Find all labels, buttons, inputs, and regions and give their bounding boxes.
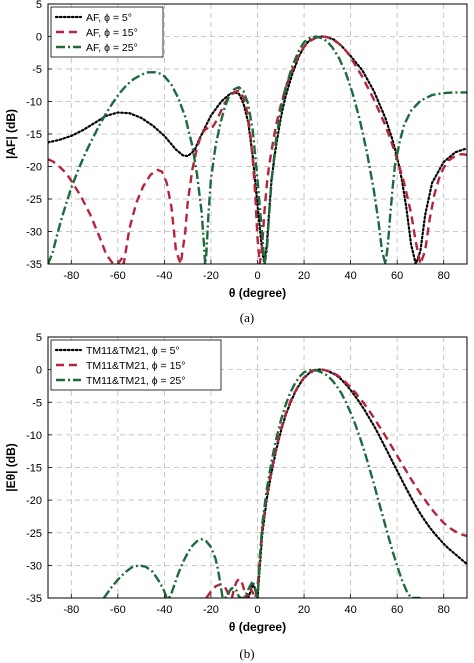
caption-a: (a) <box>240 310 254 325</box>
x-tick-label: 0 <box>254 604 260 616</box>
x-tick-label: 60 <box>391 270 403 282</box>
x-tick-label: 20 <box>298 270 310 282</box>
y-tick-label: -25 <box>26 194 42 206</box>
legend-label: AF, ϕ = 25° <box>86 42 138 54</box>
y-tick-label: -20 <box>26 162 42 174</box>
x-tick-label: -80 <box>63 270 79 282</box>
y-tick-label: -20 <box>26 495 42 507</box>
legend <box>50 339 222 391</box>
caption-b: (b) <box>239 646 254 661</box>
x-tick-label: -20 <box>203 604 219 616</box>
y-tick-label: 5 <box>36 332 42 344</box>
x-axis-label: θ (degree) <box>229 620 286 634</box>
series-line-dashed <box>205 368 467 598</box>
x-tick-label: -60 <box>110 270 126 282</box>
y-axis-label: |Eθ| (dB) <box>4 443 18 492</box>
x-tick-label: 20 <box>298 604 310 616</box>
plot-frame <box>47 3 468 265</box>
y-tick-label: -10 <box>26 430 42 442</box>
y-tick-label: -15 <box>26 463 42 475</box>
series-line-dashdot <box>102 368 421 598</box>
chart-panel-a: -80 -60 -40 -20 0 20 40 60 80 5 0 -5 -10 -15 -20 -25 -30… <box>4 0 468 300</box>
y-tick-label: -5 <box>32 64 42 76</box>
y-axis-label: |AF| (dB) <box>4 109 18 159</box>
y-tick-label: 5 <box>36 0 42 11</box>
series-line-dashed <box>48 35 467 264</box>
legend <box>50 6 164 58</box>
y-tick-label: -35 <box>26 593 42 605</box>
y-tick-label: -15 <box>26 129 42 141</box>
chart-panel-b: -80 -60 -40 -20 0 20 40 60 80 5 0 -5 -10 -15 -20 -25 -30… <box>4 332 468 634</box>
legend-label: TM11&TM21, ϕ = 15° <box>86 360 185 372</box>
y-tick-label: -25 <box>26 528 42 540</box>
x-tick-label: 40 <box>344 604 356 616</box>
series-group <box>48 35 467 264</box>
x-tick-label: -20 <box>203 270 219 282</box>
y-tick-label: -5 <box>32 397 42 409</box>
x-axis-label: θ (degree) <box>229 286 286 300</box>
y-tick-label: -10 <box>26 97 42 109</box>
y-tick-label: -30 <box>26 560 42 572</box>
x-tick-label: -80 <box>63 604 79 616</box>
y-tick-label: 0 <box>36 365 42 377</box>
x-tick-label: -40 <box>156 604 172 616</box>
series-group <box>102 368 467 598</box>
x-tick-label: 80 <box>438 604 450 616</box>
series-line-dashdot <box>48 35 467 264</box>
x-tick-label: -40 <box>156 270 172 282</box>
legend-label: TM11&TM21, ϕ = 25° <box>86 375 185 387</box>
plot-frame <box>47 336 468 599</box>
y-tick-label: -35 <box>26 259 42 271</box>
x-tick-label: 80 <box>438 270 450 282</box>
x-tick-label: 60 <box>391 604 403 616</box>
legend-label: TM11&TM21, ϕ = 5° <box>86 345 180 357</box>
x-tick-label: -60 <box>110 604 126 616</box>
x-tick-label: 0 <box>254 270 260 282</box>
legend-label: AF, ϕ = 15° <box>86 27 138 39</box>
y-tick-label: 0 <box>36 32 42 44</box>
x-tick-label: 40 <box>344 270 356 282</box>
y-tick-label: -30 <box>26 227 42 239</box>
legend-label: AF, ϕ = 5° <box>86 12 132 24</box>
